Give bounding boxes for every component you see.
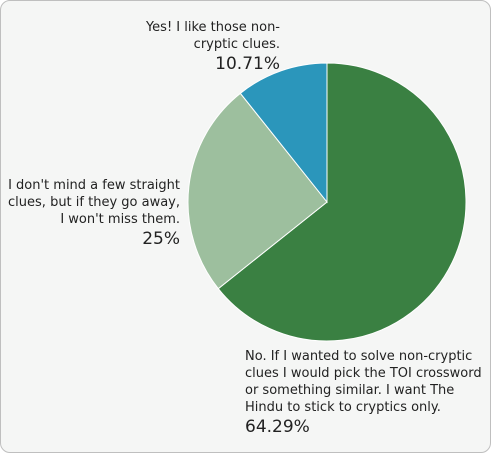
slice-label-dont-mind: I don't mind a few straight clues, but i… [5,177,180,250]
slice-percent: 10.71% [215,54,280,74]
slice-label-no: No. If I wanted to solve non-cryptic clu… [245,348,490,438]
slice-label-text: No. If I wanted to solve non-cryptic clu… [245,349,482,415]
slice-label-text: Yes! I like those non-cryptic clues. [145,20,280,52]
pie-slice-2 [239,62,328,204]
slice-label-text: I don't mind a few straight clues, but i… [8,178,180,227]
pie-slice-0 [217,62,467,342]
slice-label-yes: Yes! I like those non-cryptic clues. 10.… [105,19,280,75]
slice-percent: 25% [142,229,180,249]
pie-slice-1 [187,92,328,290]
slice-percent: 64.29% [245,417,310,437]
